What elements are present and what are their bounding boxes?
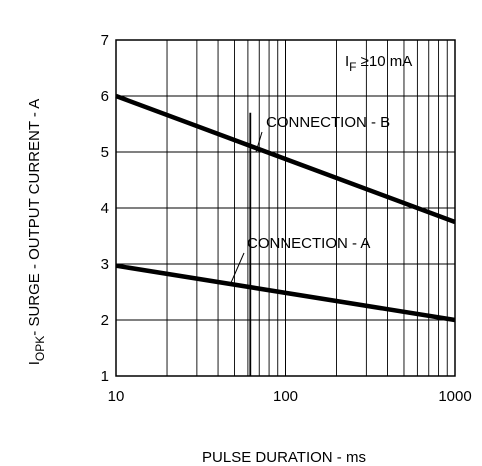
y-tick-label: 6 (101, 88, 109, 105)
x-axis-title: PULSE DURATION - ms (202, 449, 366, 466)
y-axis-title: IOPK- SURGE - OUTPUT CURRENT - A (26, 99, 47, 365)
y-tick-label: 7 (101, 32, 109, 49)
series-leader-connection-b (255, 131, 263, 153)
y-tick-label: 2 (101, 312, 109, 329)
series-line-connection-b (115, 93, 456, 225)
series-layer: CONNECTION - B CONNECTION - A (115, 93, 456, 323)
series-line-connection-a (115, 263, 456, 323)
y-tick-label: 3 (101, 256, 109, 273)
x-tick-label: 1000 (438, 388, 471, 405)
y-tick-label: 5 (101, 144, 109, 161)
series-label-connection-b: CONNECTION - B (266, 114, 390, 131)
x-tick-label: 10 (108, 388, 125, 405)
series-leader-connection-a (229, 252, 245, 286)
y-tick-label: 1 (101, 368, 109, 385)
plot-frame (115, 39, 456, 377)
y-tick-label: 4 (101, 200, 109, 217)
series-label-connection-a: CONNECTION - A (247, 235, 370, 252)
x-tick-label: 100 (273, 388, 298, 405)
tick-labels: 1 2 3 4 5 6 7 10 100 1000 (101, 32, 472, 405)
grid (115, 39, 456, 377)
condition-annotation: IF ≥10 mA (345, 53, 412, 74)
